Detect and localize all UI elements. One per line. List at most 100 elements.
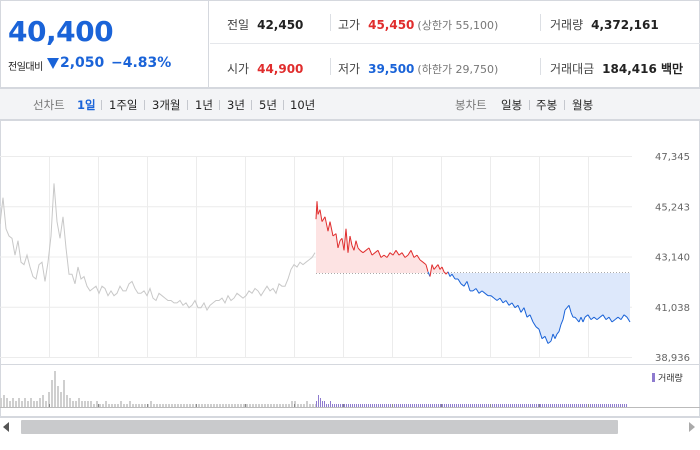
today-volume-bar [446,404,447,407]
today-volume-bar [332,404,333,407]
history-volume-bar [111,404,113,407]
today-price-segment [404,254,409,258]
divider [187,100,188,110]
history-price-line [0,183,316,312]
history-volume-bar [240,404,242,407]
today-price-segment [614,316,619,320]
today-price-segment [475,288,480,294]
period-1y-button[interactable]: 1년 [195,98,213,112]
history-volume-bar [237,404,239,407]
today-volume-bar [626,404,627,407]
today-volume-bar [434,404,435,407]
divider [283,100,284,110]
today-volume-bar [564,404,565,407]
today-volume-bar [360,404,361,407]
history-volume-bar [210,404,212,407]
history-volume-bar [12,398,14,407]
today-price-segment [347,235,351,253]
period-1w-button[interactable]: 1주일 [109,98,138,112]
today-volume-bar [466,404,467,407]
today-volume-bar [534,404,535,407]
today-price-segment [321,216,326,222]
today-volume-bar [612,404,613,407]
today-volume-bar [510,404,511,407]
today-volume-bar [404,404,405,407]
today-volume-bar [438,404,439,407]
history-volume-bar [213,404,215,407]
today-price-segment [324,216,329,232]
period-3m-button[interactable]: 3개월 [152,98,181,112]
history-volume-bar [90,401,92,407]
today-price-segment [529,314,534,323]
today-volume-bar [370,404,371,407]
scrollbar-thumb[interactable] [21,420,618,434]
period-10y-button[interactable]: 10년 [290,98,316,112]
candle-monthly-button[interactable]: 월봉 [572,98,594,112]
period-5y-button[interactable]: 5년 [259,98,277,112]
today-price-segment [447,271,451,277]
today-price-segment [349,235,353,246]
today-volume-bar [322,401,323,407]
today-volume-bar [394,404,395,407]
today-price-segment [535,326,540,330]
today-price-segment [335,233,339,248]
history-volume-bar [174,404,176,407]
history-volume-bar [255,404,257,407]
today-price-segment [357,247,361,251]
history-volume-bar [87,401,89,407]
today-volume-bar [402,404,403,407]
history-volume-bar [132,404,134,407]
history-volume-bar [201,404,203,407]
y-tick-label: 38,936 [655,353,690,364]
chart-scrollbar[interactable] [0,417,700,436]
today-price-segment [463,281,468,287]
today-price-segment [505,300,510,306]
today-price-segment [490,295,495,299]
today-price-segment [552,333,556,339]
today-volume-bar [538,404,539,407]
today-volume-bar [362,404,363,407]
today-volume-bar [584,404,585,407]
today-volume-bar [592,404,593,407]
today-volume-bar [514,404,515,407]
today-volume-bar [576,404,577,407]
candle-weekly-button[interactable]: 주봉 [536,98,558,112]
stock-price-chart[interactable]: 47,345 45,243 43,140 41,038 38,936 거래량 [0,120,700,450]
today-price-segment [374,249,379,254]
today-volume-bar [384,404,385,407]
today-volume-bar [558,404,559,407]
history-volume-bar [300,404,302,407]
today-price-segment [460,283,465,287]
period-3y-button[interactable]: 3년 [227,98,245,112]
current-price-box: 40,400 전일대비 2,050 −4.83% [1,1,209,87]
scroll-left-arrow-icon[interactable] [3,422,9,432]
today-price-segment [457,278,462,285]
candle-daily-button[interactable]: 일봉 [501,98,523,112]
history-volume-bar [189,404,191,407]
history-volume-bar [138,404,140,407]
history-volume-bar [198,404,200,407]
history-volume-bar [36,401,38,407]
today-volume-bar [358,404,359,407]
today-volume-bar [442,404,443,407]
stat-trade-amount: 거래대금 184,416 백만 [550,62,684,76]
history-volume-bar [60,392,62,407]
line-chart-label: 선차트 [33,98,65,112]
history-volume-bar [168,404,170,407]
today-volume-bar [572,404,573,407]
today-volume-bar [398,404,399,407]
today-volume-bar [620,404,621,407]
today-price-segment [484,292,489,297]
history-volume-bar [126,404,128,407]
today-volume-bar [458,404,459,407]
today-price-segment [602,314,607,320]
today-price-segment [316,201,319,215]
scroll-right-arrow-icon[interactable] [689,422,695,432]
today-price-segment [608,316,613,323]
today-volume-bar [586,404,587,407]
today-volume-bar [422,404,423,407]
today-volume-bar [374,404,375,407]
period-1d-button[interactable]: 1일 [77,98,96,112]
today-volume-bar [364,404,365,407]
history-volume-bar [57,386,59,407]
